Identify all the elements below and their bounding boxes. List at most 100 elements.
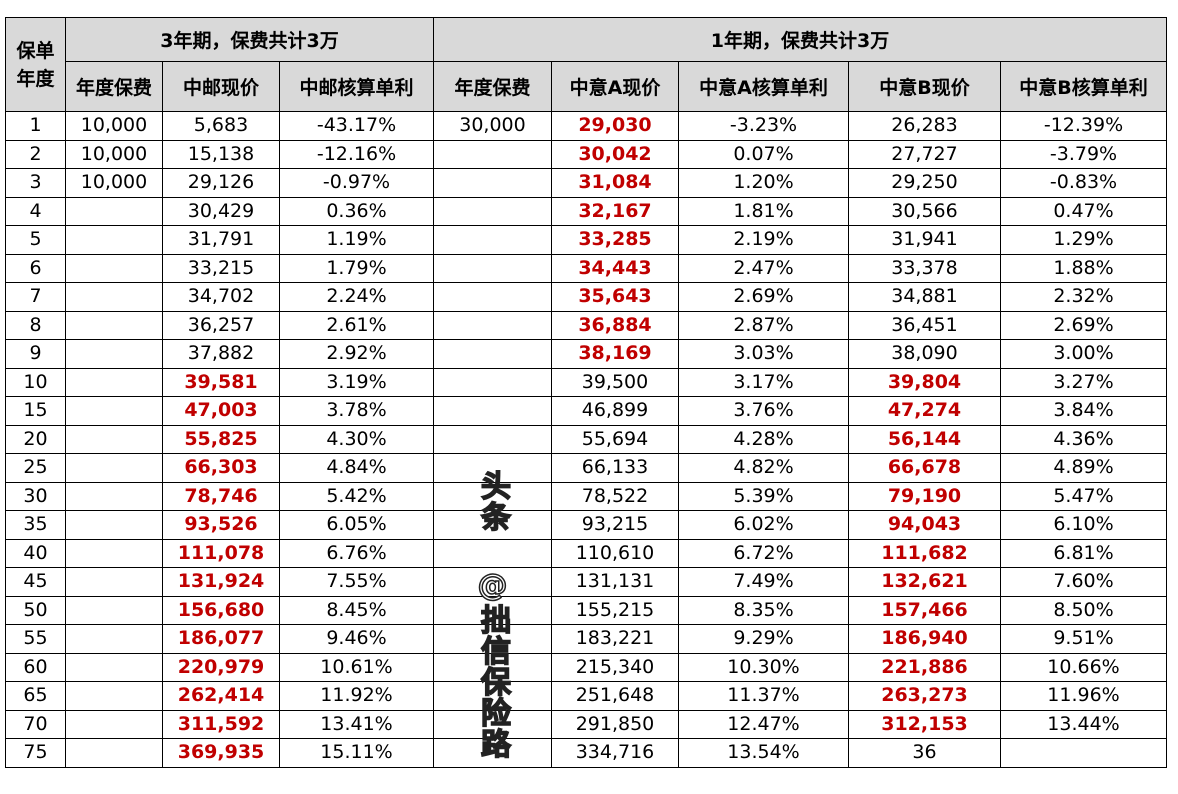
- zhongyi-a-simple-rate-cell: 3.17%: [678, 367, 849, 397]
- policy-year-cell: 8: [5, 310, 66, 340]
- zhongyi-a-simple-rate-cell: -3.23%: [678, 111, 849, 141]
- zhongyi-b-cash-value-cell: 36,451: [848, 310, 1001, 340]
- annual-premium-1yr-cell: [433, 424, 552, 454]
- zhongyi-b-simple-rate-cell: [1000, 738, 1167, 768]
- table-row: 7 34,702 2.24% 35,643 2.69% 34,881 2.32%: [5, 282, 1167, 312]
- col-header-zhongyi-a-simple-rate: 中意A核算单利: [678, 61, 849, 112]
- zhongyi-b-cash-value-cell: 47,274: [848, 396, 1001, 426]
- zhongyi-a-cash-value-cell: 334,716: [551, 738, 679, 768]
- zhongyi-a-simple-rate-cell: 0.07%: [678, 139, 849, 169]
- zhongyi-b-simple-rate-cell: 4.89%: [1000, 453, 1167, 483]
- annual-premium-1yr-cell: 30,000: [433, 111, 552, 141]
- zhongyou-simple-rate-cell: 2.92%: [279, 339, 434, 369]
- annual-premium-3yr-cell: [65, 567, 163, 597]
- zhongyou-simple-rate-cell: -43.17%: [279, 111, 434, 141]
- zhongyi-a-simple-rate-cell: 3.76%: [678, 396, 849, 426]
- zhongyi-a-simple-rate-cell: 7.49%: [678, 567, 849, 597]
- table-row: 75 369,935 15.11% 334,716 13.54% 36: [5, 738, 1167, 768]
- table-row: 15 47,003 3.78% 46,899 3.76% 47,274 3.84%: [5, 396, 1167, 426]
- zhongyou-cash-value-cell: 30,429: [162, 196, 280, 226]
- zhongyi-b-cash-value-cell: 38,090: [848, 339, 1001, 369]
- annual-premium-1yr-cell: [433, 196, 552, 226]
- zhongyou-simple-rate-cell: -0.97%: [279, 168, 434, 198]
- zhongyi-b-simple-rate-cell: 8.50%: [1000, 595, 1167, 625]
- zhongyi-a-cash-value-cell: 215,340: [551, 652, 679, 682]
- annual-premium-3yr-cell: [65, 453, 163, 483]
- zhongyou-cash-value-cell: 156,680: [162, 595, 280, 625]
- col-header-zhongyi-b-cash-value: 中意B现价: [848, 61, 1001, 112]
- policy-year-cell: 25: [5, 453, 66, 483]
- annual-premium-1yr-cell: [433, 339, 552, 369]
- zhongyi-a-simple-rate-cell: 3.03%: [678, 339, 849, 369]
- table-row: 50 156,680 8.45% 155,215 8.35% 157,466 8.50%: [5, 595, 1167, 625]
- zhongyou-simple-rate-cell: 3.78%: [279, 396, 434, 426]
- col-header-zhongyou-cash-value: 中邮现价: [162, 61, 280, 112]
- annual-premium-1yr-cell: [433, 367, 552, 397]
- zhongyi-a-cash-value-cell: 39,500: [551, 367, 679, 397]
- group-1-year-header: 1年期，保费共计3万: [433, 17, 1167, 62]
- zhongyi-b-simple-rate-cell: 6.81%: [1000, 538, 1167, 568]
- zhongyou-cash-value-cell: 5,683: [162, 111, 280, 141]
- zhongyou-cash-value-cell: 34,702: [162, 282, 280, 312]
- zhongyi-a-simple-rate-cell: 2.87%: [678, 310, 849, 340]
- annual-premium-3yr-cell: [65, 339, 163, 369]
- zhongyi-a-simple-rate-cell: 13.54%: [678, 738, 849, 768]
- zhongyi-b-cash-value-cell: 30,566: [848, 196, 1001, 226]
- policy-year-cell: 35: [5, 510, 66, 540]
- table-row: 35 93,526 6.05% 93,215 6.02% 94,043 6.10%: [5, 510, 1167, 540]
- zhongyi-b-simple-rate-cell: 9.51%: [1000, 624, 1167, 654]
- zhongyi-a-simple-rate-cell: 9.29%: [678, 624, 849, 654]
- policy-year-cell: 1: [5, 111, 66, 141]
- group-3-year-header: 3年期，保费共计3万: [65, 17, 434, 62]
- zhongyi-b-simple-rate-cell: 3.27%: [1000, 367, 1167, 397]
- policy-year-cell: 4: [5, 196, 66, 226]
- zhongyi-b-simple-rate-cell: 2.32%: [1000, 282, 1167, 312]
- policy-year-cell: 9: [5, 339, 66, 369]
- policy-year-cell: 6: [5, 253, 66, 283]
- zhongyi-b-cash-value-cell: 31,941: [848, 225, 1001, 255]
- zhongyou-cash-value-cell: 311,592: [162, 709, 280, 739]
- zhongyi-b-simple-rate-cell: 1.29%: [1000, 225, 1167, 255]
- zhongyi-b-cash-value-cell: 34,881: [848, 282, 1001, 312]
- zhongyi-b-cash-value-cell: 66,678: [848, 453, 1001, 483]
- zhongyi-a-cash-value-cell: 110,610: [551, 538, 679, 568]
- zhongyi-b-cash-value-cell: 186,940: [848, 624, 1001, 654]
- zhongyou-cash-value-cell: 33,215: [162, 253, 280, 283]
- annual-premium-1yr-cell: [433, 225, 552, 255]
- annual-premium-1yr-cell: [433, 282, 552, 312]
- zhongyi-b-simple-rate-cell: 1.88%: [1000, 253, 1167, 283]
- zhongyi-a-simple-rate-cell: 4.82%: [678, 453, 849, 483]
- annual-premium-1yr-cell: [433, 738, 552, 768]
- zhongyou-simple-rate-cell: 6.76%: [279, 538, 434, 568]
- zhongyi-b-cash-value-cell: 27,727: [848, 139, 1001, 169]
- annual-premium-3yr-cell: [65, 481, 163, 511]
- zhongyi-b-simple-rate-cell: 2.69%: [1000, 310, 1167, 340]
- zhongyi-a-simple-rate-cell: 11.37%: [678, 681, 849, 711]
- table-row: 55 186,077 9.46% 183,221 9.29% 186,940 9.51%: [5, 624, 1167, 654]
- annual-premium-1yr-cell: [433, 168, 552, 198]
- zhongyi-a-cash-value-cell: 66,133: [551, 453, 679, 483]
- zhongyi-b-cash-value-cell: 36: [848, 738, 1001, 768]
- policy-year-cell: 65: [5, 681, 66, 711]
- zhongyi-a-cash-value-cell: 155,215: [551, 595, 679, 625]
- annual-premium-1yr-cell: [433, 396, 552, 426]
- zhongyi-b-cash-value-cell: 33,378: [848, 253, 1001, 283]
- zhongyi-b-simple-rate-cell: -3.79%: [1000, 139, 1167, 169]
- policy-year-cell: 50: [5, 595, 66, 625]
- zhongyi-a-cash-value-cell: 131,131: [551, 567, 679, 597]
- zhongyou-cash-value-cell: 78,746: [162, 481, 280, 511]
- zhongyi-a-simple-rate-cell: 6.72%: [678, 538, 849, 568]
- annual-premium-3yr-cell: [65, 396, 163, 426]
- policy-year-header: 保单年度: [5, 17, 66, 112]
- zhongyou-simple-rate-cell: 4.30%: [279, 424, 434, 454]
- zhongyou-simple-rate-cell: 9.46%: [279, 624, 434, 654]
- annual-premium-3yr-cell: [65, 709, 163, 739]
- zhongyou-simple-rate-cell: -12.16%: [279, 139, 434, 169]
- zhongyi-b-simple-rate-cell: 11.96%: [1000, 681, 1167, 711]
- zhongyi-b-cash-value-cell: 56,144: [848, 424, 1001, 454]
- zhongyi-a-simple-rate-cell: 2.19%: [678, 225, 849, 255]
- zhongyou-simple-rate-cell: 10.61%: [279, 652, 434, 682]
- zhongyou-simple-rate-cell: 15.11%: [279, 738, 434, 768]
- zhongyi-a-cash-value-cell: 36,884: [551, 310, 679, 340]
- annual-premium-3yr-cell: [65, 595, 163, 625]
